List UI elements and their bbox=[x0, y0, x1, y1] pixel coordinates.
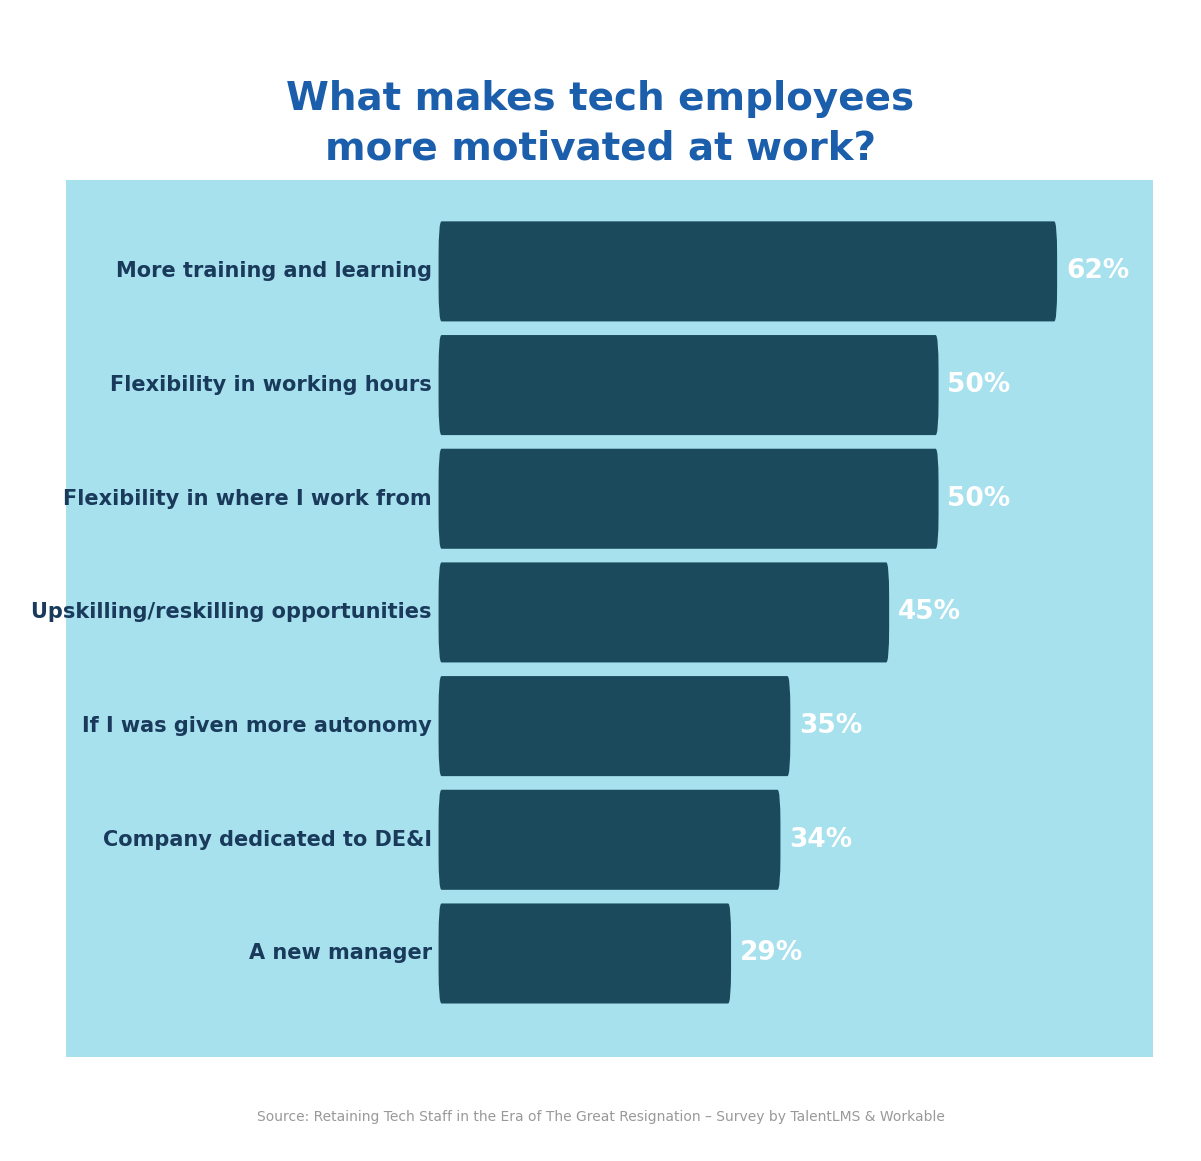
FancyBboxPatch shape bbox=[438, 222, 1057, 322]
Text: 62%: 62% bbox=[1066, 259, 1129, 284]
FancyBboxPatch shape bbox=[38, 158, 1181, 1079]
Text: Company dedicated to DE&I: Company dedicated to DE&I bbox=[102, 830, 431, 850]
FancyBboxPatch shape bbox=[438, 903, 731, 1003]
Text: 35%: 35% bbox=[799, 713, 862, 740]
Text: Flexibility in working hours: Flexibility in working hours bbox=[110, 375, 431, 395]
Text: 45%: 45% bbox=[898, 599, 961, 626]
Text: Upskilling/reskilling opportunities: Upskilling/reskilling opportunities bbox=[31, 603, 431, 622]
FancyBboxPatch shape bbox=[438, 789, 781, 889]
FancyBboxPatch shape bbox=[438, 676, 790, 777]
Text: 50%: 50% bbox=[948, 372, 1011, 398]
Text: 29%: 29% bbox=[740, 940, 803, 966]
Text: more motivated at work?: more motivated at work? bbox=[325, 130, 876, 167]
Text: Source: Retaining Tech Staff in the Era of The Great Resignation – Survey by Tal: Source: Retaining Tech Staff in the Era … bbox=[257, 1110, 944, 1124]
Text: A new manager: A new manager bbox=[249, 944, 431, 964]
FancyBboxPatch shape bbox=[438, 562, 889, 663]
Text: More training and learning: More training and learning bbox=[115, 261, 431, 281]
Text: 50%: 50% bbox=[948, 485, 1011, 512]
Text: Flexibility in where I work from: Flexibility in where I work from bbox=[62, 489, 431, 509]
FancyBboxPatch shape bbox=[438, 448, 938, 549]
FancyBboxPatch shape bbox=[438, 336, 938, 435]
Text: What makes tech employees: What makes tech employees bbox=[286, 80, 915, 117]
Text: 34%: 34% bbox=[789, 827, 853, 853]
Text: If I was given more autonomy: If I was given more autonomy bbox=[82, 716, 431, 736]
